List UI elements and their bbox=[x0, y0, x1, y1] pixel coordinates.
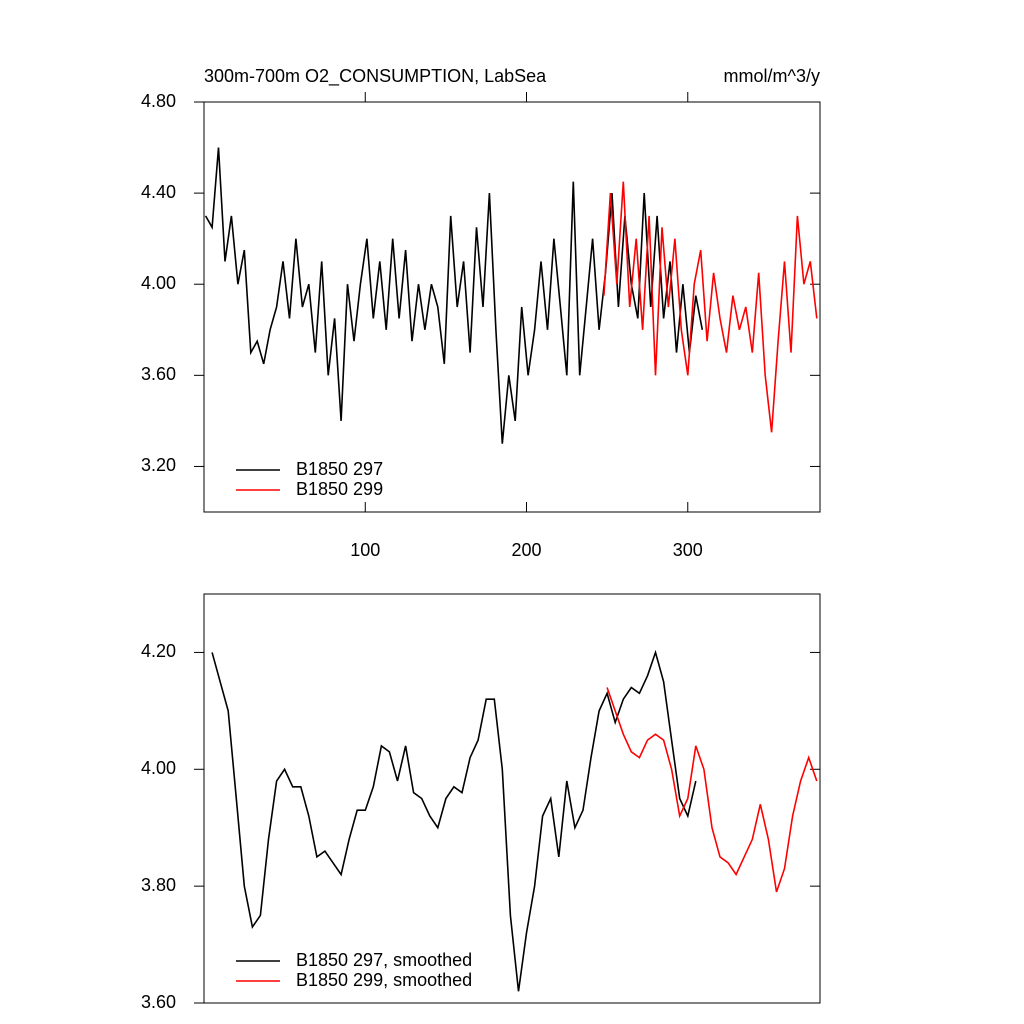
data-line bbox=[211, 649, 697, 992]
y-tick-label: 3.80 bbox=[141, 875, 176, 895]
y-tick-label: 4.40 bbox=[141, 182, 176, 202]
plot-frame bbox=[203, 593, 821, 1004]
x-tick-label: 200 bbox=[511, 540, 541, 560]
y-tick-label: 3.60 bbox=[141, 992, 176, 1012]
chart-title: 300m-700m O2_CONSUMPTION, LabSea bbox=[204, 66, 547, 87]
legend-label: B1850 297, smoothed bbox=[296, 950, 472, 970]
plot-frame bbox=[203, 101, 821, 513]
y-tick-label: 4.00 bbox=[141, 273, 176, 293]
x-tick-label: 100 bbox=[350, 540, 380, 560]
y-tick-label: 4.20 bbox=[141, 641, 176, 661]
data-line bbox=[606, 687, 818, 893]
x-tick-label: 300 bbox=[673, 540, 703, 560]
data-line bbox=[204, 147, 704, 444]
legend-label: B1850 297 bbox=[296, 459, 383, 479]
y-tick-label: 3.60 bbox=[141, 364, 176, 384]
units-label: mmol/m^3/y bbox=[724, 66, 820, 86]
legend-label: B1850 299, smoothed bbox=[296, 970, 472, 990]
legend-label: B1850 299 bbox=[296, 479, 383, 499]
y-tick-label: 3.20 bbox=[141, 455, 176, 475]
y-tick-label: 4.00 bbox=[141, 758, 176, 778]
y-tick-label: 4.80 bbox=[141, 91, 176, 111]
data-line bbox=[603, 181, 818, 433]
